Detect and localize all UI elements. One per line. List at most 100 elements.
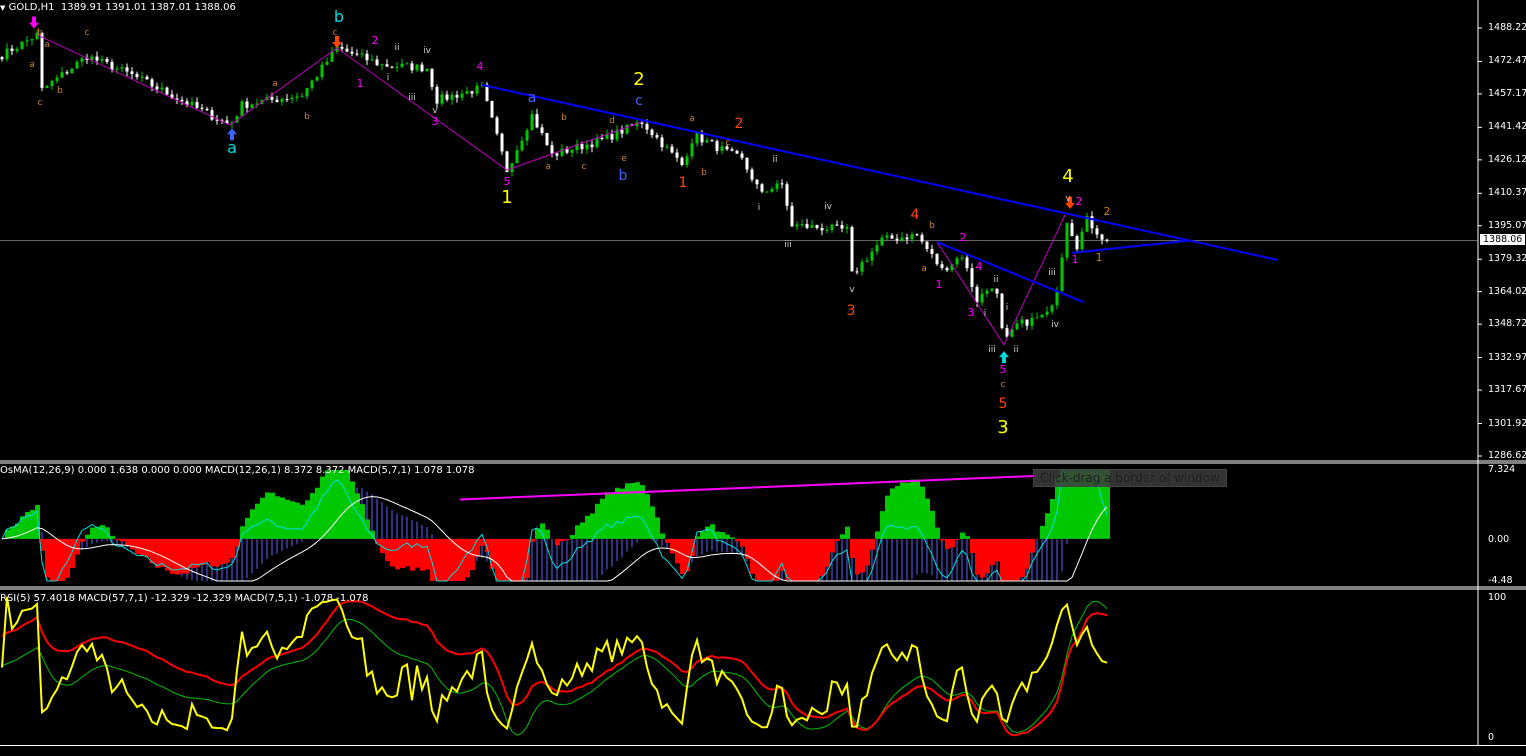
osma-bar xyxy=(75,539,80,555)
bear-candle xyxy=(1,57,4,59)
wave-label: b xyxy=(561,113,567,123)
osma-bar xyxy=(500,539,505,581)
osma-bar xyxy=(970,539,975,553)
macd-7-5-line xyxy=(2,601,1107,735)
bear-candle xyxy=(671,147,674,153)
bear-candle xyxy=(971,268,974,287)
tooltip: Click-drag a border of window xyxy=(1033,469,1227,487)
bear-candle xyxy=(201,108,204,109)
osma-bar xyxy=(575,525,580,539)
osma-bar xyxy=(600,499,605,539)
rsi-axis-min: 0 xyxy=(1488,732,1494,743)
osma-bar xyxy=(320,476,325,538)
bull-candle xyxy=(21,42,24,49)
bull-candle xyxy=(986,291,989,294)
collapse-triangle-icon[interactable]: ▼ xyxy=(0,4,5,12)
wave-label: i xyxy=(984,309,987,319)
bull-candle xyxy=(981,294,984,303)
wave-label: c xyxy=(582,162,587,172)
price-tick-label: 1395.07 xyxy=(1488,220,1526,231)
bull-candle xyxy=(331,52,334,62)
osma-bar xyxy=(510,539,515,581)
rsi-axis-max: 100 xyxy=(1488,592,1506,603)
wave-label: iv xyxy=(824,202,833,212)
osma-bar xyxy=(810,539,815,581)
wave-label: 5 xyxy=(999,396,1008,412)
osma-bar xyxy=(1045,513,1050,539)
wave-label: a xyxy=(44,40,50,50)
osma-bar xyxy=(325,470,330,539)
osma-bar xyxy=(390,539,395,567)
osma-bar xyxy=(90,528,95,539)
osma-bar xyxy=(845,527,850,539)
bull-candle xyxy=(161,88,164,90)
osma-bar xyxy=(730,537,735,538)
bull-candle xyxy=(46,86,49,88)
osma-bar xyxy=(200,539,205,565)
bear-candle xyxy=(341,47,344,49)
osma-bar xyxy=(370,531,375,539)
bull-candle xyxy=(101,59,104,61)
bull-candle xyxy=(666,147,669,148)
bull-candle xyxy=(571,150,574,153)
bull-candle xyxy=(241,101,244,115)
current-price-tag: 1388.06 xyxy=(1480,234,1525,245)
bull-candle xyxy=(416,65,419,71)
wave-label: 2 xyxy=(960,231,967,244)
osma-bar xyxy=(205,539,210,562)
osma-bar xyxy=(935,528,940,539)
osma-bar xyxy=(660,533,665,538)
wave-label: 1 xyxy=(936,278,943,291)
bull-candle xyxy=(776,183,779,189)
osma-bar xyxy=(655,517,660,538)
osma-bar xyxy=(825,539,830,567)
bull-candle xyxy=(281,99,284,102)
bull-candle xyxy=(71,68,74,73)
osma-bar xyxy=(735,539,740,541)
osma-bar xyxy=(1005,539,1010,581)
bull-candle xyxy=(91,57,94,60)
osma-bar xyxy=(585,516,590,539)
bull-candle xyxy=(766,192,769,193)
bear-candle xyxy=(841,225,844,229)
bull-candle xyxy=(361,54,364,55)
bear-candle xyxy=(106,59,109,62)
bull-candle xyxy=(696,133,699,143)
bear-candle xyxy=(781,183,784,184)
osma-bar xyxy=(945,539,950,549)
bear-candle xyxy=(601,138,604,139)
price-tick-label: 1426.12 xyxy=(1488,154,1526,165)
wave-label: a xyxy=(689,114,695,124)
bull-candle xyxy=(81,58,84,62)
osma-bar xyxy=(1050,499,1055,539)
bull-candle xyxy=(626,125,629,134)
wave-label: d xyxy=(609,116,615,126)
bull-candle xyxy=(26,40,29,41)
bear-candle xyxy=(546,133,549,145)
osma-bar xyxy=(685,539,690,571)
bear-candle xyxy=(66,72,69,73)
wave-label: b xyxy=(334,7,344,26)
bear-candle xyxy=(946,268,949,270)
osma-bar xyxy=(570,535,575,539)
bear-candle xyxy=(711,140,714,141)
wave-label: 2 xyxy=(1076,195,1083,208)
osma-axis-max: 7.324 xyxy=(1488,464,1515,475)
bull-candle xyxy=(956,258,959,264)
price-tick-label: 1317.67 xyxy=(1488,384,1526,395)
bear-candle xyxy=(471,91,474,94)
osma-bar xyxy=(930,511,935,539)
bear-candle xyxy=(421,65,424,72)
bull-candle xyxy=(881,238,884,246)
wave-label: v xyxy=(432,106,438,116)
bull-candle xyxy=(1061,258,1064,292)
osma-bar xyxy=(195,539,200,567)
bull-candle xyxy=(141,77,144,78)
wave-label: c xyxy=(38,98,43,108)
osma-bar xyxy=(855,539,860,575)
bottom-panel-strip[interactable] xyxy=(0,745,1526,756)
price-tick-label: 1286.62 xyxy=(1488,450,1526,461)
wave-label: iii xyxy=(1048,268,1056,278)
osma-bar xyxy=(965,536,970,539)
